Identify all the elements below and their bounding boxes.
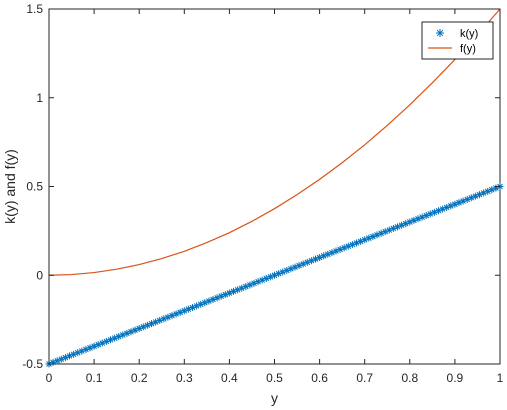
legend-entry-label: f(y) <box>460 43 476 55</box>
x-tick-label: 0.2 <box>131 371 148 385</box>
x-tick-label: 0.5 <box>266 371 283 385</box>
legend: k(y) f(y) <box>421 21 494 60</box>
plot-area <box>48 8 501 365</box>
x-axis-label: y <box>271 390 278 406</box>
data-point-k <box>369 233 377 241</box>
y-tick-label: 1 <box>36 91 43 105</box>
x-tick-label: 0.8 <box>401 371 418 385</box>
y-tick-label: -0.5 <box>22 357 43 371</box>
legend-box <box>421 21 494 60</box>
x-tick-label: 0.3 <box>176 371 193 385</box>
y-tick-label: 1.5 <box>26 2 43 16</box>
data-point-k <box>320 252 328 260</box>
series-layer <box>45 8 504 368</box>
x-tick-label: 0.9 <box>447 371 464 385</box>
data-point-k <box>238 284 246 292</box>
legend-swatch-star <box>436 29 444 37</box>
x-tick-label: 0 <box>46 371 53 385</box>
y-tick-label: 0 <box>36 268 43 282</box>
x-tick-label: 1 <box>497 371 504 385</box>
x-tick-label: 0.1 <box>86 371 103 385</box>
legend-entry-label: k(y) <box>460 28 478 40</box>
axis-ticks: 0 0.1 0.2 0.3 0.4 0.5 0.6 0.7 0.8 0.9 1-0.500.511.… <box>22 2 503 385</box>
y-tick-label: 0.5 <box>26 180 43 194</box>
x-tick-label: 0.4 <box>221 371 238 385</box>
y-axis-label: k(y) and f(y) <box>2 149 18 224</box>
x-tick-label: 0.6 <box>311 371 328 385</box>
series-line-f <box>48 8 501 276</box>
data-point-k <box>476 191 483 199</box>
plot-frame <box>48 8 501 365</box>
x-tick-label: 0.7 <box>356 371 373 385</box>
